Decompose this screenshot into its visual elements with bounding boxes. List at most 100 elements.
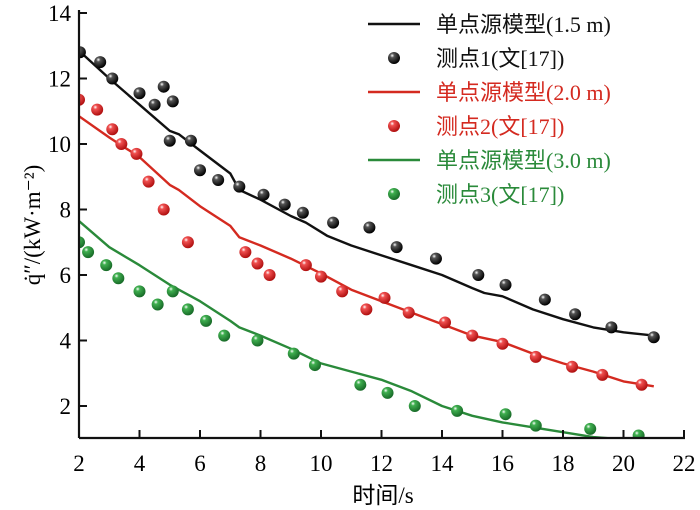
y-tick-label: 12 [48,67,71,92]
data-point-3 [378,291,391,304]
x-tick-label: 8 [255,451,267,476]
data-point-1 [278,198,291,211]
data-point-3 [466,329,479,342]
data-point-5 [181,303,194,316]
data-point-3 [251,257,264,270]
data-point-1 [296,206,309,219]
series-layer [79,46,660,438]
data-point-1 [106,72,119,85]
data-point-3 [181,236,194,249]
data-point-1 [390,241,403,254]
data-point-3 [496,337,509,350]
data-point-3 [142,175,155,188]
data-point-1 [472,269,485,281]
y-tick-label: 4 [60,329,72,354]
data-point-3 [91,103,104,116]
data-point-1 [499,278,512,291]
data-point-3 [157,203,170,216]
data-point-1 [429,252,442,265]
x-tick-label: 20 [612,451,635,476]
data-point-1 [79,46,86,59]
series-line-2 [79,115,654,388]
data-point-5 [151,298,164,311]
data-point-1 [647,331,660,344]
data-point-5 [584,422,597,435]
data-point-3 [402,306,415,319]
data-point-3 [360,303,373,316]
data-point-1 [257,188,270,201]
legend-label: 单点源模型(2.0 m) [436,80,611,105]
data-point-5 [287,347,300,360]
data-point-1 [94,56,107,69]
x-tick-label: 18 [552,451,575,476]
data-point-3 [596,368,609,381]
data-point-3 [115,138,128,150]
series-line-0 [79,49,654,337]
data-point-1 [184,134,197,147]
data-point-1 [194,164,206,177]
data-point-3 [299,259,312,272]
legend-label: 测点2(文[17]) [436,114,564,139]
legend-label: 单点源模型(3.0 m) [436,148,611,173]
data-point-5 [166,285,179,298]
data-point-3 [79,93,85,106]
data-point-1 [133,87,146,100]
x-tick-label: 12 [370,451,393,476]
data-point-1 [163,134,176,147]
data-point-5 [251,334,264,347]
y-tick-label: 8 [60,198,72,223]
legend: 单点源模型(1.5 m) 测点1(文[17]) 单点源模型(2.0 m) 测点2(文[… [368,12,611,207]
data-point-5 [451,404,464,417]
data-point-1 [148,98,161,111]
legend-marker-swatch [388,120,400,132]
data-point-3 [529,350,542,363]
data-point-5 [408,400,421,412]
x-tick-label: 6 [194,451,206,476]
x-tick-label: 10 [310,451,333,476]
data-point-3 [635,378,648,391]
x-tick-label: 2 [73,451,85,476]
data-point-3 [336,285,349,298]
data-point-5 [200,314,213,327]
data-point-5 [79,236,85,249]
y-tick-label: 14 [48,1,72,26]
data-point-1 [233,180,246,193]
series-line-4 [79,220,621,438]
x-tick-label: 14 [431,451,455,476]
x-tick-label: 4 [134,451,146,476]
data-point-1 [212,174,225,187]
data-point-1 [166,95,179,108]
data-point-3 [263,269,276,281]
data-point-5 [100,259,113,272]
data-point-5 [218,329,231,342]
data-point-5 [133,285,146,298]
data-point-3 [439,316,452,329]
x-axis-label: 时间/s [352,483,413,508]
legend-marker-swatch [388,188,400,200]
data-point-1 [605,321,618,334]
legend-label: 测点3(文[17]) [436,182,564,207]
y-tick-label: 6 [60,263,72,288]
legend-label: 单点源模型(1.5 m) [436,12,611,37]
data-point-3 [566,360,579,373]
data-point-1 [363,221,376,234]
data-point-3 [130,147,143,160]
data-point-5 [82,246,95,259]
data-point-5 [499,408,512,421]
data-point-1 [157,80,170,93]
legend-label: 测点1(文[17]) [436,46,564,71]
y-axis-label: q̇″/(kW·m⁻²) [20,165,45,286]
data-point-3 [315,270,327,283]
data-point-5 [354,378,367,391]
x-tick-label: 22 [673,451,696,476]
data-point-5 [112,272,125,285]
x-tick-label: 16 [491,451,514,476]
legend-marker-swatch [388,52,400,64]
data-point-1 [538,293,551,306]
data-point-3 [239,246,252,259]
data-point-5 [381,386,394,399]
data-point-3 [106,123,119,136]
data-point-5 [308,359,321,372]
